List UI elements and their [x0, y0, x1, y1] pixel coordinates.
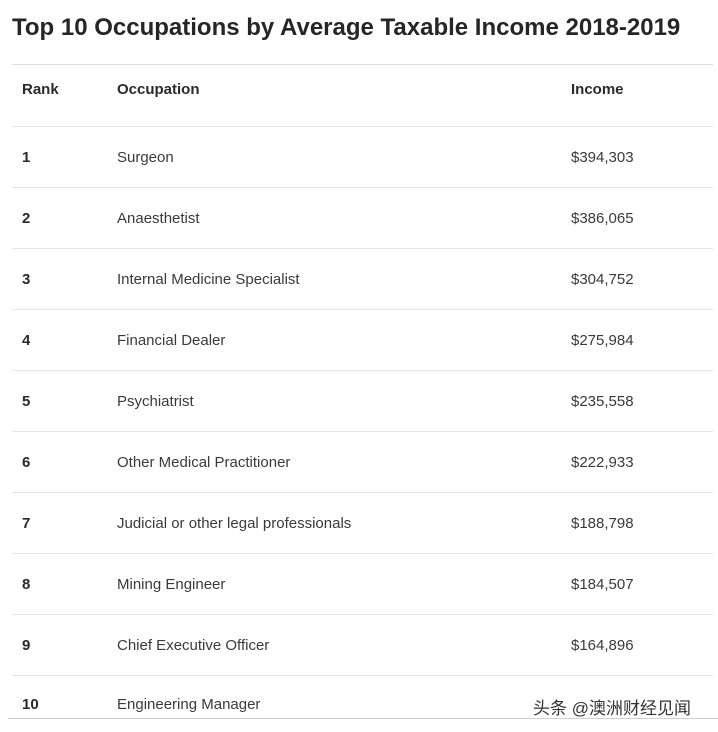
header-income: Income: [571, 81, 624, 98]
occupation-cell: Surgeon: [117, 148, 174, 166]
rank-cell: 4: [22, 331, 31, 349]
table-row: 5 Psychiatrist $235,558: [12, 371, 713, 432]
rank-cell: 2: [22, 209, 31, 227]
income-cell: $275,984: [571, 331, 634, 349]
table-row: 9 Chief Executive Officer $164,896: [12, 615, 713, 676]
income-cell: $188,798: [571, 514, 634, 532]
header-rank: Rank: [22, 81, 59, 98]
occupation-cell: Judicial or other legal professionals: [117, 514, 352, 532]
occupation-cell: Anaesthetist: [117, 209, 200, 227]
income-cell: $394,303: [571, 148, 634, 166]
income-cell: $304,752: [571, 270, 634, 288]
table-header-row: Rank Occupation Income: [12, 65, 713, 127]
income-cell: $164,896: [571, 636, 634, 654]
table-row: 10 Engineering Manager: [12, 676, 713, 732]
income-cell: $222,933: [571, 453, 634, 471]
occupation-cell: Financial Dealer: [117, 331, 226, 349]
income-table: Rank Occupation Income 1 Surgeon $394,30…: [12, 64, 713, 732]
table-row: 6 Other Medical Practitioner $222,933: [12, 432, 713, 493]
rank-cell: 6: [22, 453, 31, 471]
occupation-cell: Other Medical Practitioner: [117, 453, 291, 471]
income-cell: $184,507: [571, 575, 634, 593]
table-row: 8 Mining Engineer $184,507: [12, 554, 713, 615]
occupation-cell: Mining Engineer: [117, 575, 226, 593]
rank-cell: 9: [22, 636, 31, 654]
table-row: 3 Internal Medicine Specialist $304,752: [12, 249, 713, 310]
occupation-cell: Internal Medicine Specialist: [117, 270, 300, 288]
occupation-cell: Psychiatrist: [117, 392, 194, 410]
header-occupation: Occupation: [117, 81, 200, 98]
table-bottom-divider: [8, 718, 718, 719]
occupation-cell: Chief Executive Officer: [117, 636, 270, 654]
page-title: Top 10 Occupations by Average Taxable In…: [12, 14, 681, 41]
watermark: 头条 @澳洲财经见闻: [533, 699, 691, 718]
table-row: 1 Surgeon $394,303: [12, 127, 713, 188]
rank-cell: 1: [22, 148, 31, 166]
occupation-cell: Engineering Manager: [117, 695, 261, 713]
table-row: 2 Anaesthetist $386,065: [12, 188, 713, 249]
rank-cell: 3: [22, 270, 31, 288]
rank-cell: 8: [22, 575, 31, 593]
table-row: 7 Judicial or other legal professionals …: [12, 493, 713, 554]
rank-cell: 10: [22, 695, 39, 713]
rank-cell: 5: [22, 392, 31, 410]
rank-cell: 7: [22, 514, 31, 532]
income-cell: $386,065: [571, 209, 634, 227]
income-cell: $235,558: [571, 392, 634, 410]
table-row: 4 Financial Dealer $275,984: [12, 310, 713, 371]
